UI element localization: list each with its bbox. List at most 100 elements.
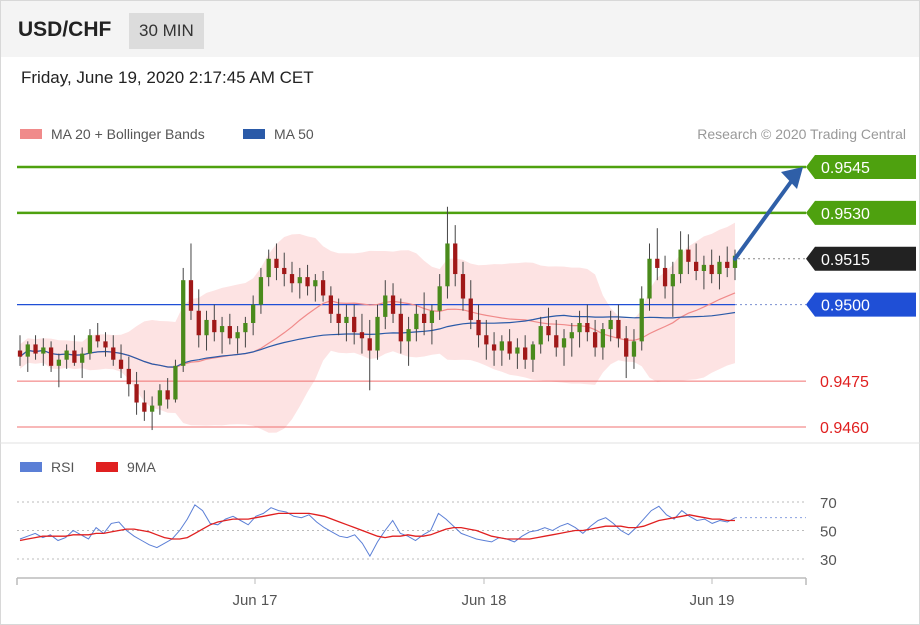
candle-body <box>523 347 528 360</box>
level-tag-bg <box>806 155 916 179</box>
rsi-tick-label: 30 <box>820 552 837 569</box>
candle-body <box>142 402 147 412</box>
header-bar: USD/CHF 30 MIN <box>1 1 919 57</box>
candle-body <box>235 332 240 339</box>
x-tick-label: Jun 19 <box>689 592 734 609</box>
candle-body <box>103 341 108 348</box>
level-tag-bg <box>806 246 916 271</box>
copyright-label: Research © 2020 Trading Central <box>697 126 906 142</box>
level-label: 0.9515 <box>821 252 870 269</box>
candle-body <box>64 350 69 360</box>
candle-body <box>126 368 131 385</box>
candle-body <box>95 335 100 342</box>
timestamp: Friday, June 19, 2020 2:17:45 AM CET <box>21 68 314 87</box>
level-label: 0.9500 <box>821 298 870 315</box>
candle-body <box>678 249 683 275</box>
candle-body <box>274 258 279 268</box>
level-label: 0.9530 <box>821 206 870 223</box>
level-lines <box>17 165 806 428</box>
candle-body <box>414 313 419 330</box>
x-axis-ticks: Jun 17 Jun 18 Jun 19 <box>232 578 735 609</box>
candle-body <box>507 341 512 354</box>
candle-body <box>212 319 217 333</box>
ma20-legend-label: MA 20 + Bollinger Bands <box>51 126 205 142</box>
candle-body <box>538 326 543 345</box>
candle-body <box>398 313 403 342</box>
candle-body <box>577 323 582 333</box>
candle-body <box>608 319 613 330</box>
candle-body <box>585 323 590 333</box>
candle-body <box>204 319 209 336</box>
candle-body <box>173 365 178 400</box>
ma9-legend-label: 9MA <box>127 459 156 475</box>
candle-body <box>336 313 341 323</box>
candle-body <box>72 350 77 363</box>
candle-body <box>188 280 194 311</box>
candle-body <box>56 359 61 366</box>
candle-body <box>41 347 46 354</box>
candle-body <box>460 274 466 299</box>
candle-body <box>476 319 481 336</box>
candle-body <box>80 353 85 363</box>
candle-body <box>17 350 23 357</box>
candle-body <box>406 329 411 342</box>
candle-body <box>149 405 155 412</box>
candle-body <box>701 264 707 271</box>
candle-body <box>709 264 714 275</box>
candle-body <box>429 310 435 323</box>
candle-body <box>266 258 271 278</box>
candle-body <box>530 344 536 360</box>
ma50-legend-swatch <box>243 129 265 139</box>
instrument-title: USD/CHF <box>18 18 112 41</box>
candle-body <box>616 319 621 339</box>
ma9-legend-swatch <box>96 462 118 472</box>
x-tick-label: Jun 17 <box>232 592 277 609</box>
candle-body <box>694 261 699 271</box>
candle-body <box>320 280 326 296</box>
candle-body <box>289 274 295 284</box>
candle-body <box>48 347 54 366</box>
candle-body <box>725 261 730 268</box>
candle-body <box>352 316 357 333</box>
level-label: 0.9545 <box>821 160 870 177</box>
rsi-series-9ma <box>19 512 735 542</box>
arrow-head <box>781 167 803 189</box>
candle-body <box>359 332 365 339</box>
rsi-legend-label: RSI <box>51 459 74 475</box>
candle-body <box>445 243 450 287</box>
candle-body <box>258 277 264 305</box>
level-tag-bg <box>806 292 916 317</box>
candle-body <box>196 310 201 336</box>
candle-body <box>383 295 388 317</box>
candle-body <box>243 323 248 333</box>
x-tick-label: Jun 18 <box>461 592 506 609</box>
candle-body <box>491 344 497 351</box>
candle-body <box>468 298 473 320</box>
candle-body <box>219 326 225 333</box>
candle-body <box>118 359 124 369</box>
candle-body <box>375 316 380 351</box>
candle-body <box>624 338 629 357</box>
level-label: 0.9460 <box>820 420 869 437</box>
candle-body <box>655 258 660 268</box>
rsi-legend-swatch <box>20 462 42 472</box>
candle-body <box>686 249 691 262</box>
candle-body <box>134 384 139 403</box>
candle-body <box>554 335 559 348</box>
candle-body <box>305 277 310 287</box>
target-arrow <box>733 167 803 261</box>
candle-body <box>717 261 722 275</box>
candle-body <box>328 295 334 314</box>
timeframe-badge[interactable]: 30 MIN <box>129 13 204 49</box>
candle-body <box>282 267 287 275</box>
candle-body <box>390 295 396 314</box>
level-tag-bg <box>806 200 916 225</box>
ma50-legend-label: MA 50 <box>274 126 314 142</box>
candle-body <box>87 335 93 354</box>
candle-body <box>344 316 349 323</box>
candle-body <box>484 335 489 345</box>
candle-body <box>639 298 644 342</box>
candle-body <box>631 341 637 357</box>
